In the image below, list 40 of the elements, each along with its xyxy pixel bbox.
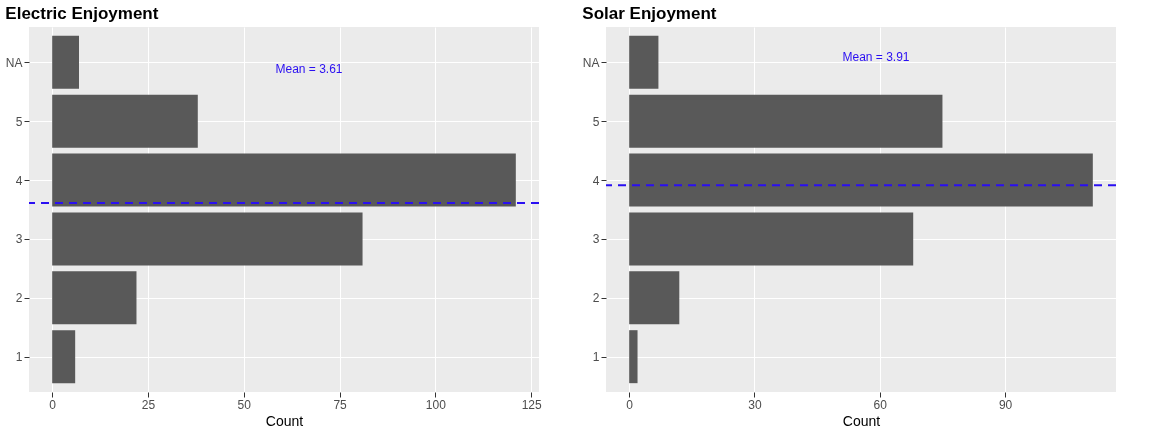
y-tick-label: NA (582, 55, 600, 70)
y-tick-label: NA (5, 55, 23, 70)
x-tick-label: 25 (141, 397, 156, 412)
bar (52, 271, 137, 325)
x-tick-label: 125 (521, 397, 542, 412)
x-tick-label: 30 (748, 397, 762, 412)
y-tick-label: 3 (592, 232, 600, 247)
y-tick-label: 2 (592, 291, 600, 306)
bar (629, 271, 680, 325)
x-tick-label: 0 (626, 397, 634, 412)
x-tick-label: 60 (873, 397, 888, 412)
y-tick-label: 5 (592, 114, 600, 129)
bar (52, 94, 198, 148)
x-axis-title: Count (842, 412, 881, 429)
chart-title: Electric Enjoyment (5, 4, 159, 23)
bar (52, 212, 363, 266)
x-tick-label: 50 (237, 397, 252, 412)
ref-line-label: Mean = 3.61 (275, 62, 343, 76)
x-tick-label: 75 (333, 397, 348, 412)
bar (629, 330, 638, 384)
x-tick-label: 100 (425, 397, 447, 412)
y-tick-label: 4 (15, 173, 23, 188)
y-tick-label: 5 (15, 114, 23, 129)
x-tick-label: 0 (49, 397, 57, 412)
bar (629, 212, 914, 266)
y-tick-label: 3 (15, 232, 23, 247)
ref-line-label: Mean = 3.91 (842, 50, 910, 64)
bar (52, 330, 76, 384)
bar (52, 153, 516, 207)
bar (629, 94, 943, 148)
y-tick-label: 4 (592, 173, 600, 188)
bar (52, 35, 79, 89)
chart-title: Solar Enjoyment (582, 4, 717, 23)
y-tick-label: 1 (15, 350, 23, 365)
y-tick-label: 2 (15, 291, 23, 306)
x-axis-title: Count (265, 412, 304, 429)
x-tick-label: 90 (998, 397, 1013, 412)
bar (629, 35, 659, 89)
y-tick-label: 1 (592, 350, 600, 365)
bar (629, 153, 1093, 207)
